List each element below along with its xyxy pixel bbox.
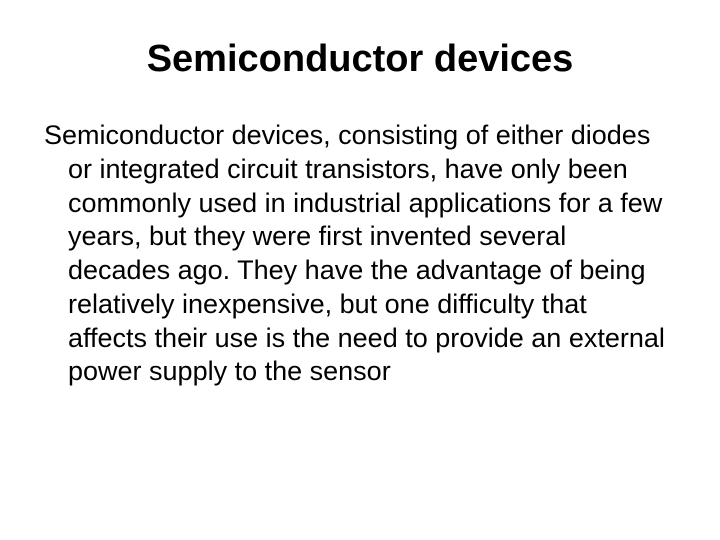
body-paragraph: Semiconductor devices, consisting of eit… [44, 119, 670, 389]
slide-title: Semiconductor devices [40, 38, 680, 81]
slide-body-text: Semiconductor devices, consisting of eit… [40, 119, 680, 389]
